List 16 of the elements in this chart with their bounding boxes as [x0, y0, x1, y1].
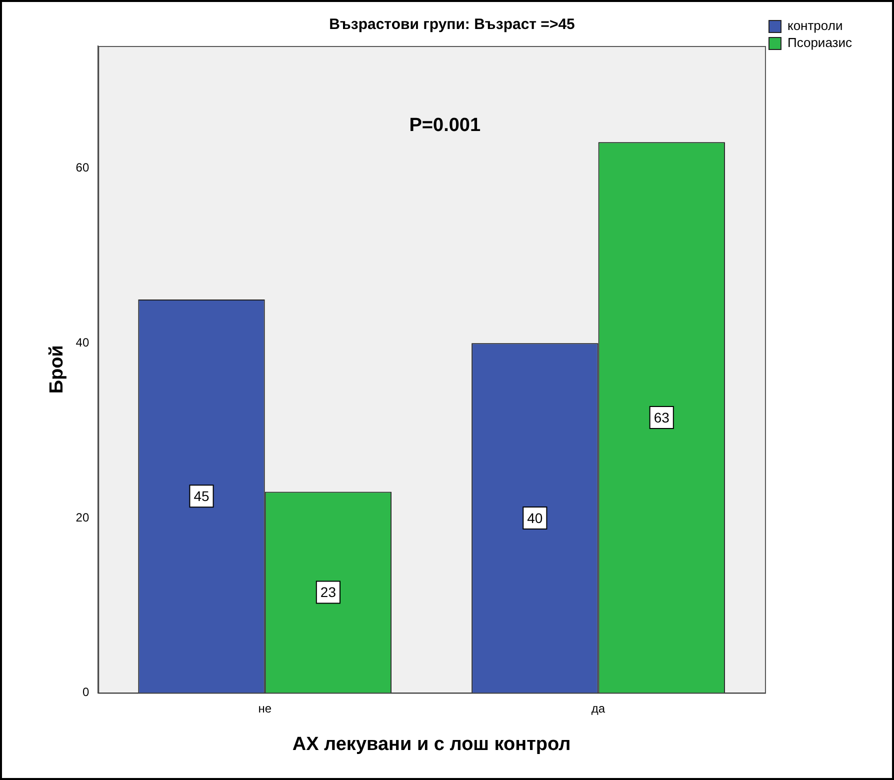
y-axis-title: Брой: [46, 345, 68, 394]
data-label: 40: [527, 510, 543, 526]
chart-title: Възрастови групи: Възраст =>45: [329, 16, 575, 34]
x-tick-label: не: [258, 701, 272, 716]
y-tick-label: 60: [76, 160, 90, 175]
annotation: P=0.001: [409, 115, 481, 136]
data-label: 23: [320, 584, 336, 600]
data-label: 45: [194, 488, 210, 504]
x-axis-title: АХ лекувани и с лош контрол: [292, 734, 571, 755]
y-tick-label: 20: [76, 510, 90, 524]
data-label: 63: [654, 409, 670, 426]
legend-label: Псориазис: [787, 35, 852, 50]
y-tick-label: 40: [76, 335, 90, 350]
x-tick-label: да: [591, 701, 606, 716]
legend-label: контроли: [787, 18, 843, 34]
y-tick-label: 0: [82, 685, 90, 700]
